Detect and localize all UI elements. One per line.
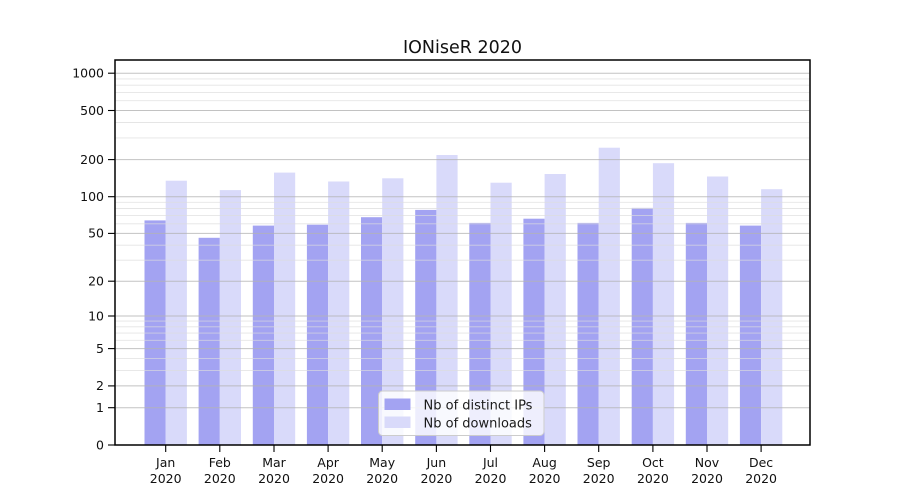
legend-swatch-downloads bbox=[384, 416, 411, 428]
x-tick-label-aug: Aug 2020 bbox=[529, 455, 561, 486]
legend-swatch-distinct-ips bbox=[384, 398, 411, 410]
chart-title: IONiseR 2020 bbox=[403, 38, 522, 58]
bar-downloads-apr bbox=[328, 181, 350, 445]
x-tick-label-may: May 2020 bbox=[366, 455, 398, 486]
y-tick-label: 1 bbox=[96, 400, 104, 415]
x-tick-label-jan: Jan 2020 bbox=[150, 455, 182, 486]
bar-distinct-ips-aug bbox=[523, 218, 545, 445]
legend-label-downloads: Nb of downloads bbox=[424, 417, 533, 432]
bar-distinct-ips-mar bbox=[252, 225, 274, 445]
bar-distinct-ips-apr bbox=[306, 224, 329, 445]
bar-downloads-nov bbox=[707, 176, 729, 445]
y-tick-label: 5 bbox=[96, 341, 104, 356]
y-tick-label: 100 bbox=[80, 189, 104, 204]
y-tick-label: 10 bbox=[88, 308, 104, 323]
bar-distinct-ips-sep bbox=[577, 222, 599, 445]
y-tick-label: 20 bbox=[88, 274, 104, 289]
y-tick-label: 50 bbox=[88, 226, 104, 241]
y-tick-label: 200 bbox=[80, 152, 104, 167]
bar-downloads-jun bbox=[436, 155, 458, 445]
y-tick-label: 1000 bbox=[72, 66, 104, 81]
y-tick-label: 500 bbox=[80, 103, 104, 118]
x-tick-label-feb: Feb 2020 bbox=[204, 455, 236, 486]
bar-distinct-ips-dec bbox=[739, 225, 762, 445]
bar-downloads-jan bbox=[165, 180, 187, 445]
plot-frame bbox=[114, 59, 811, 446]
legend-label-distinct-ips: Nb of distinct IPs bbox=[424, 399, 533, 414]
bar-downloads-feb bbox=[219, 190, 241, 445]
bar-distinct-ips-may bbox=[361, 217, 383, 445]
legend-box bbox=[378, 390, 545, 436]
bar-downloads-dec bbox=[761, 189, 783, 445]
x-tick-label-apr: Apr 2020 bbox=[312, 455, 344, 486]
bar-downloads-jul bbox=[490, 182, 512, 445]
x-tick-label-jun: Jun 2020 bbox=[420, 455, 452, 486]
bar-distinct-ips-nov bbox=[685, 222, 707, 445]
x-tick-label-mar: Mar 2020 bbox=[258, 455, 290, 486]
bar-downloads-mar bbox=[274, 172, 296, 445]
bar-downloads-sep bbox=[598, 147, 620, 445]
x-tick-label-oct: Oct 2020 bbox=[637, 455, 669, 486]
x-tick-label-jul: Jul 2020 bbox=[475, 455, 507, 486]
bar-distinct-ips-feb bbox=[198, 237, 220, 445]
y-tick-label: 2 bbox=[96, 378, 104, 393]
x-tick-label-nov: Nov 2020 bbox=[691, 455, 723, 486]
bar-downloads-oct bbox=[652, 163, 675, 445]
x-tick-label-dec: Dec 2020 bbox=[745, 455, 777, 486]
bar-distinct-ips-jul bbox=[469, 222, 491, 445]
y-tick-label: 0 bbox=[96, 437, 104, 452]
bar-downloads-aug bbox=[544, 174, 566, 445]
x-tick-label-sep: Sep 2020 bbox=[583, 455, 615, 486]
